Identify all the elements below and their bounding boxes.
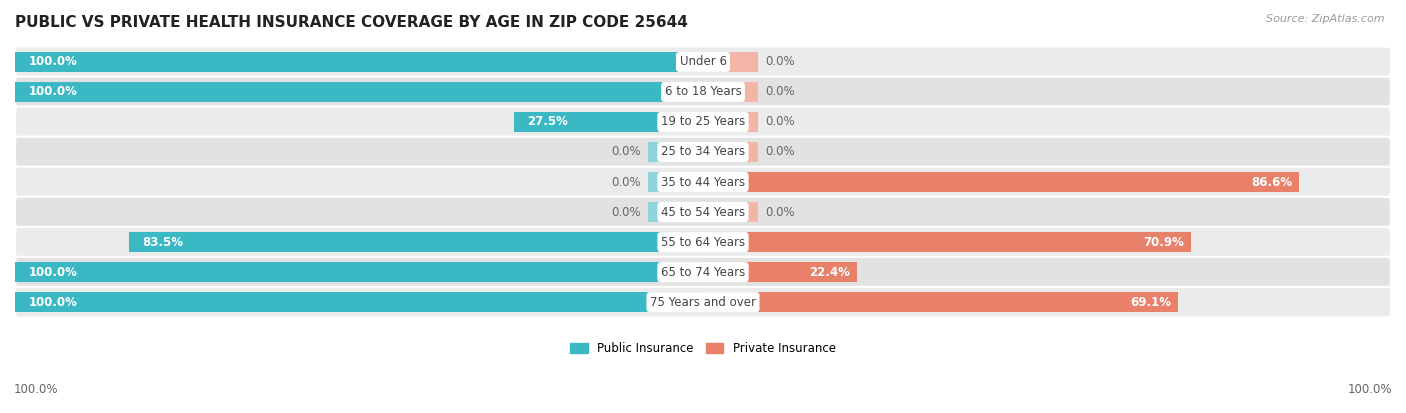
Text: 45 to 54 Years: 45 to 54 Years (661, 206, 745, 218)
Text: 0.0%: 0.0% (765, 55, 794, 69)
Text: 0.0%: 0.0% (765, 206, 794, 218)
Text: 55 to 64 Years: 55 to 64 Years (661, 235, 745, 249)
Text: 69.1%: 69.1% (1130, 296, 1171, 309)
Bar (703, 52, 758, 72)
Text: 100.0%: 100.0% (1347, 384, 1392, 396)
Bar (703, 232, 1191, 252)
Legend: Public Insurance, Private Insurance: Public Insurance, Private Insurance (565, 337, 841, 360)
Text: 0.0%: 0.0% (612, 176, 641, 188)
Bar (128, 232, 703, 252)
Text: Under 6: Under 6 (679, 55, 727, 69)
Bar (15, 292, 703, 312)
Text: 35 to 44 Years: 35 to 44 Years (661, 176, 745, 188)
Text: 6 to 18 Years: 6 to 18 Years (665, 85, 741, 98)
Text: 22.4%: 22.4% (810, 266, 851, 279)
FancyBboxPatch shape (15, 257, 1391, 287)
FancyBboxPatch shape (15, 107, 1391, 137)
Bar (703, 172, 1299, 192)
Text: 0.0%: 0.0% (765, 85, 794, 98)
FancyBboxPatch shape (15, 77, 1391, 107)
Text: 100.0%: 100.0% (28, 85, 77, 98)
Text: 75 Years and over: 75 Years and over (650, 296, 756, 309)
Text: 70.9%: 70.9% (1143, 235, 1184, 249)
Bar (703, 112, 758, 132)
Text: 0.0%: 0.0% (612, 145, 641, 159)
FancyBboxPatch shape (15, 137, 1391, 167)
Text: 100.0%: 100.0% (28, 296, 77, 309)
FancyBboxPatch shape (15, 47, 1391, 77)
Text: 100.0%: 100.0% (28, 55, 77, 69)
Bar (513, 112, 703, 132)
Text: 0.0%: 0.0% (612, 206, 641, 218)
Text: 100.0%: 100.0% (28, 266, 77, 279)
Bar (15, 262, 703, 282)
Text: 0.0%: 0.0% (765, 116, 794, 128)
Bar (15, 52, 703, 72)
Bar (648, 202, 703, 222)
Bar (15, 82, 703, 102)
Text: 65 to 74 Years: 65 to 74 Years (661, 266, 745, 279)
FancyBboxPatch shape (15, 227, 1391, 257)
Bar (703, 262, 858, 282)
FancyBboxPatch shape (15, 167, 1391, 197)
Text: PUBLIC VS PRIVATE HEALTH INSURANCE COVERAGE BY AGE IN ZIP CODE 25644: PUBLIC VS PRIVATE HEALTH INSURANCE COVER… (15, 15, 688, 30)
Bar (703, 142, 758, 162)
Bar (703, 202, 758, 222)
Text: 0.0%: 0.0% (765, 145, 794, 159)
Text: 83.5%: 83.5% (142, 235, 183, 249)
Text: 86.6%: 86.6% (1251, 176, 1292, 188)
Bar (648, 172, 703, 192)
Text: 25 to 34 Years: 25 to 34 Years (661, 145, 745, 159)
FancyBboxPatch shape (15, 287, 1391, 318)
Bar (703, 82, 758, 102)
Text: 100.0%: 100.0% (14, 384, 59, 396)
Text: Source: ZipAtlas.com: Source: ZipAtlas.com (1267, 14, 1385, 24)
Text: 27.5%: 27.5% (527, 116, 568, 128)
Text: 19 to 25 Years: 19 to 25 Years (661, 116, 745, 128)
FancyBboxPatch shape (15, 197, 1391, 228)
Bar (703, 292, 1178, 312)
Bar (648, 142, 703, 162)
